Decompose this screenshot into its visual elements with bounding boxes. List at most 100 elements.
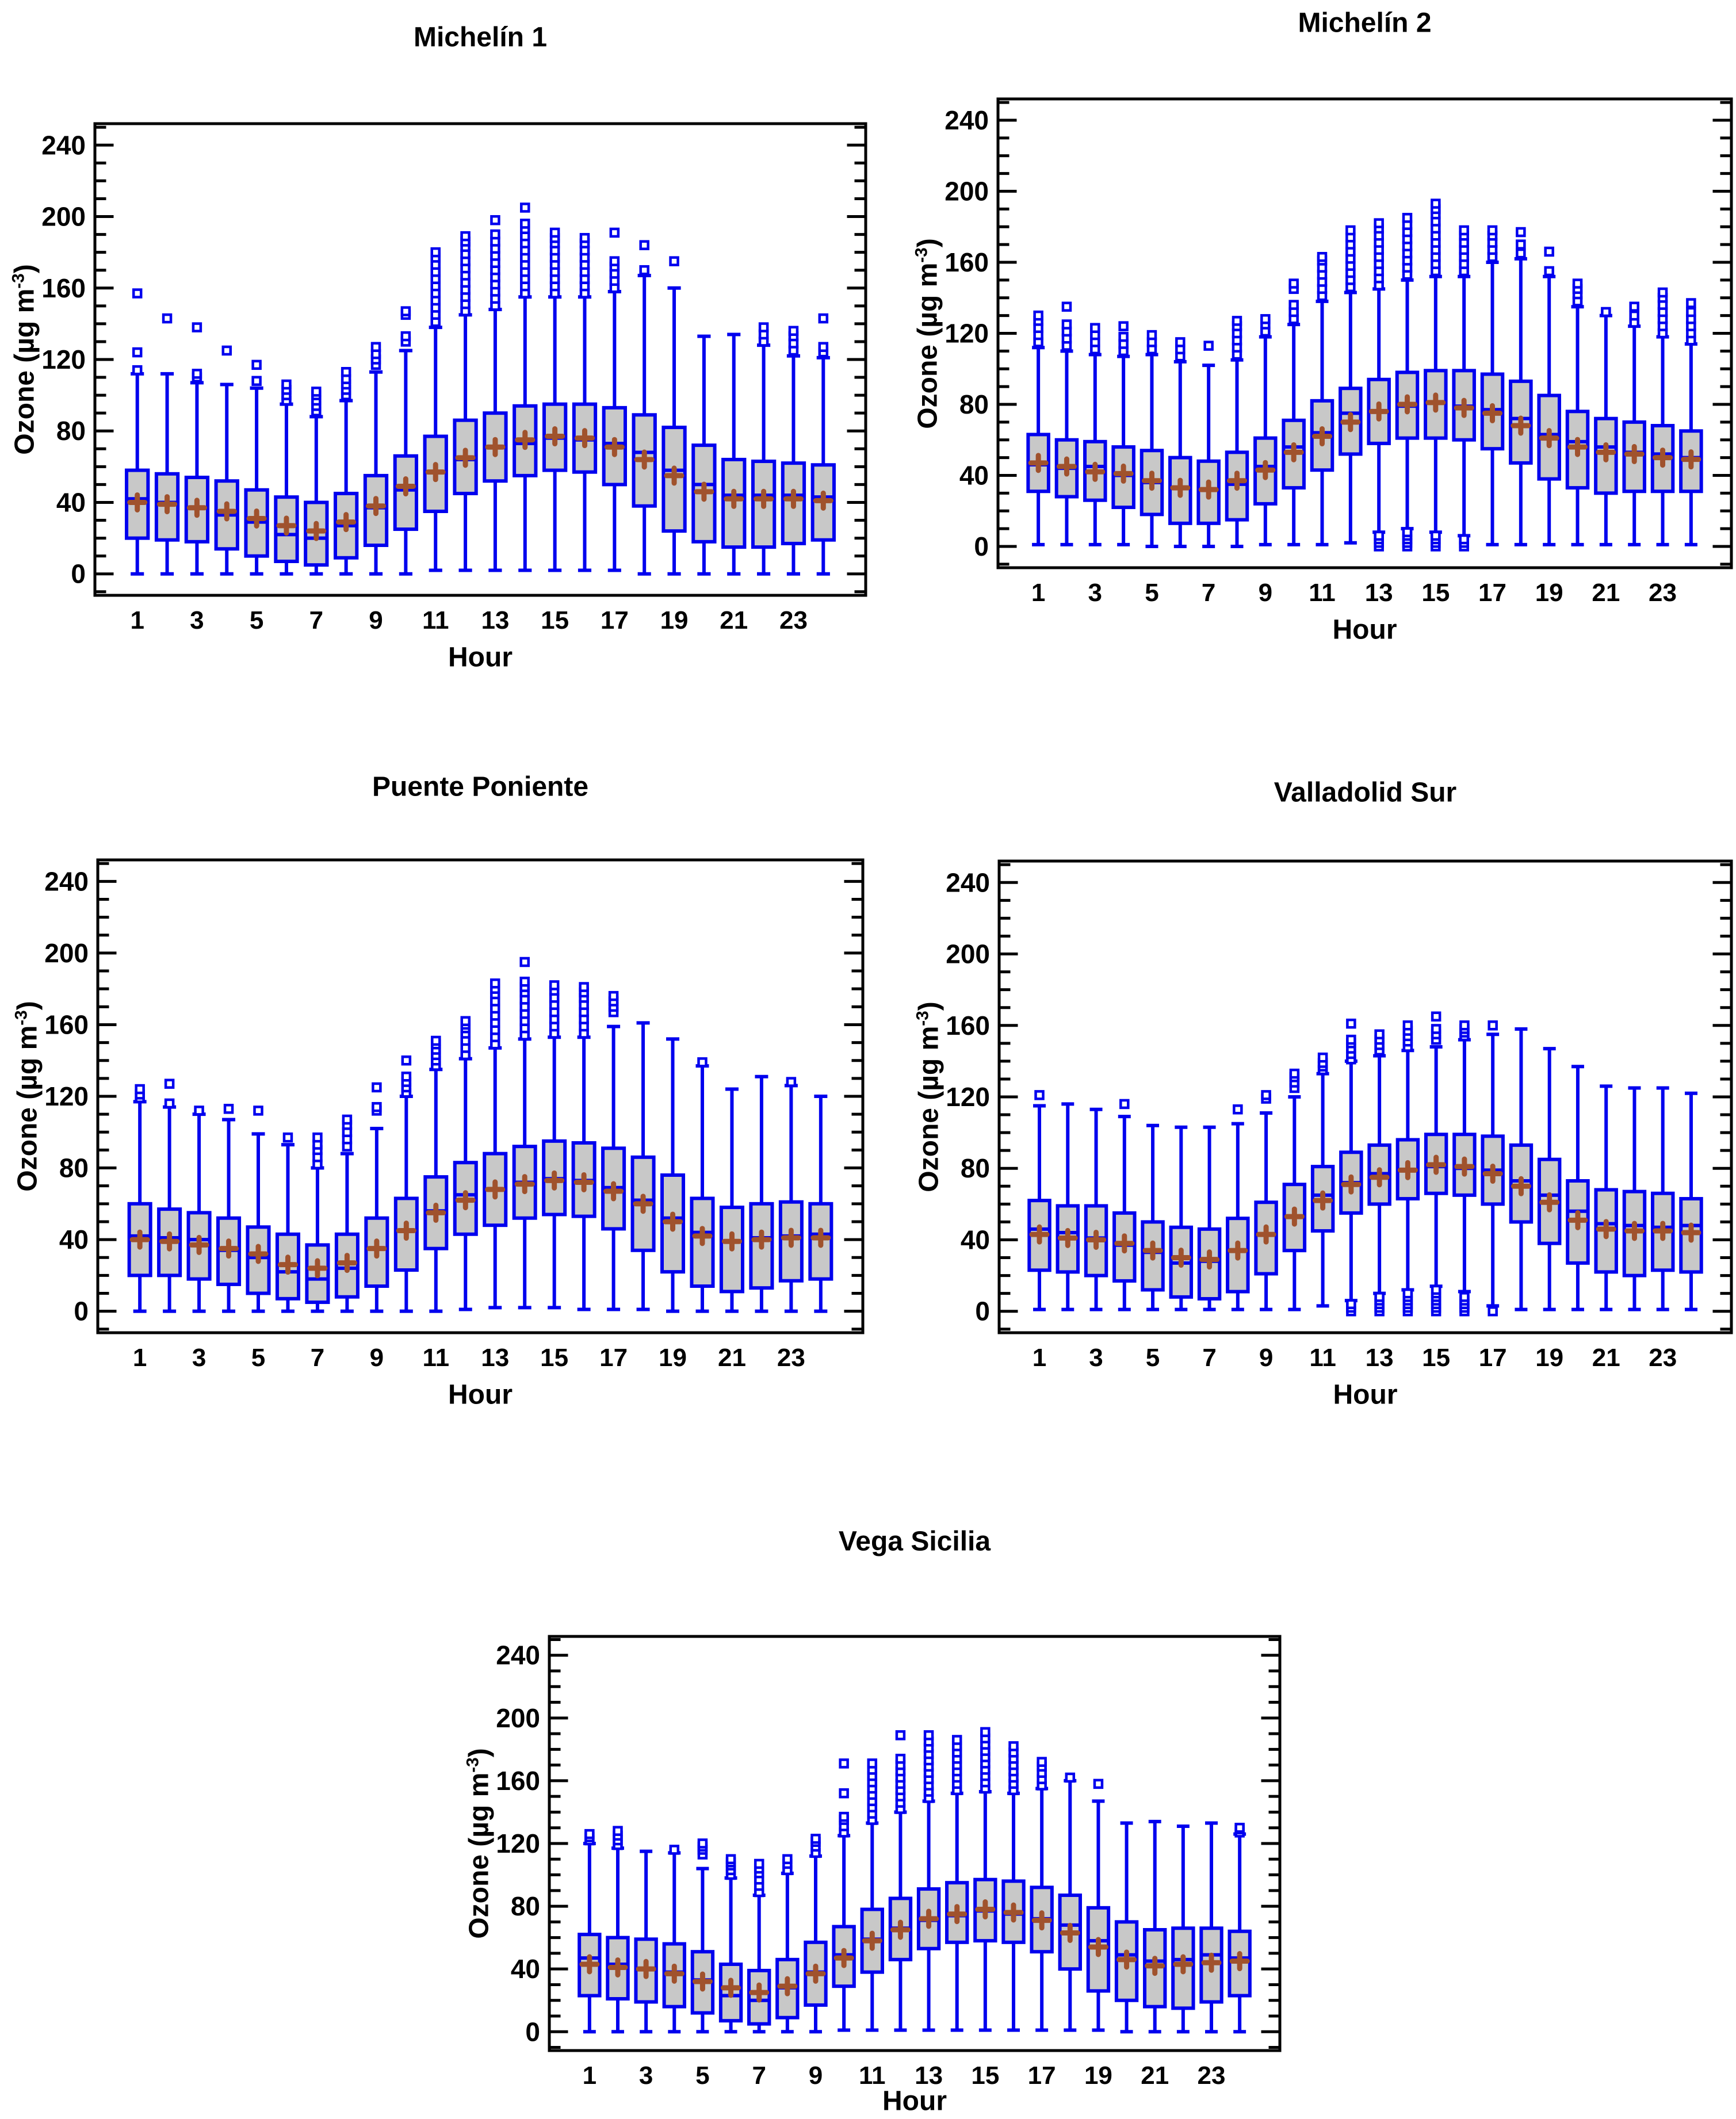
panel-title-michelin-2: Michelín 2	[1298, 7, 1432, 39]
svg-text:23: 23	[1649, 1344, 1677, 1372]
svg-text:21: 21	[1141, 2061, 1169, 2090]
svg-text:40: 40	[56, 487, 86, 517]
svg-text:9: 9	[809, 2061, 823, 2090]
svg-text:3: 3	[1089, 1344, 1103, 1372]
y-axis-label: Ozone (µg m-3)	[912, 238, 944, 429]
panel-title-michelin-1: Michelín 1	[413, 22, 548, 53]
panel-title-puente-poniente: Puente Poniente	[372, 771, 589, 802]
svg-text:21: 21	[1592, 579, 1620, 607]
y-axis-label-superscript: -3	[9, 273, 28, 289]
svg-text:9: 9	[370, 1344, 384, 1372]
svg-text:21: 21	[720, 606, 748, 634]
svg-text:15: 15	[541, 606, 569, 634]
svg-text:120: 120	[41, 345, 86, 374]
svg-text:80: 80	[959, 389, 989, 419]
svg-text:80: 80	[56, 416, 86, 446]
svg-text:19: 19	[1535, 579, 1563, 607]
svg-text:21: 21	[718, 1344, 746, 1372]
svg-text:11: 11	[1309, 579, 1336, 607]
svg-text:17: 17	[1478, 579, 1506, 607]
x-axis-label: Hour	[882, 2086, 947, 2117]
svg-text:1: 1	[1031, 579, 1045, 607]
y-axis-label-superscript: -3	[912, 247, 931, 263]
svg-text:7: 7	[1202, 1344, 1216, 1372]
svg-text:17: 17	[1028, 2061, 1056, 2090]
svg-text:200: 200	[945, 177, 989, 206]
y-axis-label-close: )	[912, 238, 943, 247]
svg-text:80: 80	[511, 1891, 540, 1921]
svg-text:7: 7	[309, 606, 323, 634]
svg-text:1: 1	[583, 2061, 596, 2090]
svg-text:40: 40	[961, 1225, 990, 1254]
svg-text:17: 17	[601, 606, 629, 634]
x-axis-label: Hour	[448, 642, 513, 673]
y-axis-label-text: Ozone (µg m	[9, 288, 40, 455]
svg-text:5: 5	[251, 1344, 265, 1372]
svg-text:11: 11	[1309, 1344, 1336, 1372]
svg-text:19: 19	[1535, 1344, 1563, 1372]
svg-text:11: 11	[422, 606, 449, 634]
svg-text:160: 160	[945, 247, 989, 277]
svg-text:3: 3	[1088, 579, 1102, 607]
svg-text:15: 15	[540, 1344, 568, 1372]
svg-text:13: 13	[481, 606, 509, 634]
svg-text:120: 120	[945, 319, 989, 349]
svg-text:15: 15	[971, 2061, 999, 2090]
svg-text:240: 240	[946, 867, 990, 897]
svg-text:0: 0	[525, 2017, 540, 2047]
svg-text:13: 13	[481, 1344, 509, 1372]
svg-text:19: 19	[659, 1344, 687, 1372]
svg-text:17: 17	[599, 1344, 628, 1372]
svg-text:9: 9	[369, 606, 383, 634]
y-axis-label-text: Ozone (µg m	[12, 1025, 43, 1192]
y-axis-label-text: Ozone (µg m	[912, 262, 943, 429]
svg-text:11: 11	[859, 2061, 886, 2090]
svg-text:1: 1	[1033, 1344, 1046, 1372]
y-axis-label: Ozone (µg m-3)	[913, 1001, 945, 1192]
svg-text:23: 23	[779, 606, 808, 634]
svg-text:3: 3	[192, 1344, 206, 1372]
y-axis-label-superscript: -3	[12, 1010, 31, 1026]
svg-text:160: 160	[946, 1011, 990, 1041]
svg-text:1: 1	[133, 1344, 147, 1372]
svg-text:19: 19	[660, 606, 689, 634]
y-axis-label-superscript: -3	[463, 1757, 483, 1773]
svg-text:200: 200	[41, 202, 86, 232]
y-axis-label-close: )	[12, 1001, 43, 1011]
svg-text:0: 0	[71, 559, 86, 589]
svg-text:21: 21	[1592, 1344, 1620, 1372]
svg-text:80: 80	[961, 1153, 990, 1183]
svg-text:7: 7	[311, 1344, 324, 1372]
svg-text:240: 240	[44, 866, 89, 896]
x-axis-label: Hour	[1333, 1379, 1398, 1410]
svg-text:13: 13	[1365, 579, 1393, 607]
svg-text:5: 5	[1146, 1344, 1160, 1372]
svg-text:7: 7	[752, 2061, 766, 2090]
y-axis-label: Ozone (µg m-3)	[464, 1748, 495, 1938]
svg-text:9: 9	[1259, 1344, 1273, 1372]
svg-text:40: 40	[59, 1225, 89, 1254]
svg-text:200: 200	[44, 938, 89, 968]
y-axis-label-close: )	[913, 1001, 945, 1011]
y-axis-label: Ozone (µg m-3)	[9, 264, 41, 454]
svg-text:40: 40	[511, 1954, 540, 1984]
svg-text:5: 5	[695, 2061, 709, 2090]
panel-title-vega-sicilia: Vega Sicilia	[838, 1526, 991, 1557]
svg-text:0: 0	[975, 1296, 990, 1326]
y-axis-label-text: Ozone (µg m	[464, 1772, 495, 1939]
panel-title-valladolid-sur: Valladolid Sur	[1274, 777, 1457, 808]
svg-text:17: 17	[1479, 1344, 1507, 1372]
svg-text:240: 240	[945, 105, 989, 135]
svg-text:160: 160	[41, 273, 86, 303]
svg-text:9: 9	[1259, 579, 1272, 607]
svg-text:23: 23	[1198, 2061, 1226, 2090]
svg-text:200: 200	[946, 939, 990, 969]
svg-text:23: 23	[1649, 579, 1677, 607]
svg-text:0: 0	[974, 531, 989, 561]
y-axis-label-text: Ozone (µg m	[913, 1026, 945, 1192]
svg-text:19: 19	[1084, 2061, 1112, 2090]
svg-text:160: 160	[44, 1009, 89, 1039]
